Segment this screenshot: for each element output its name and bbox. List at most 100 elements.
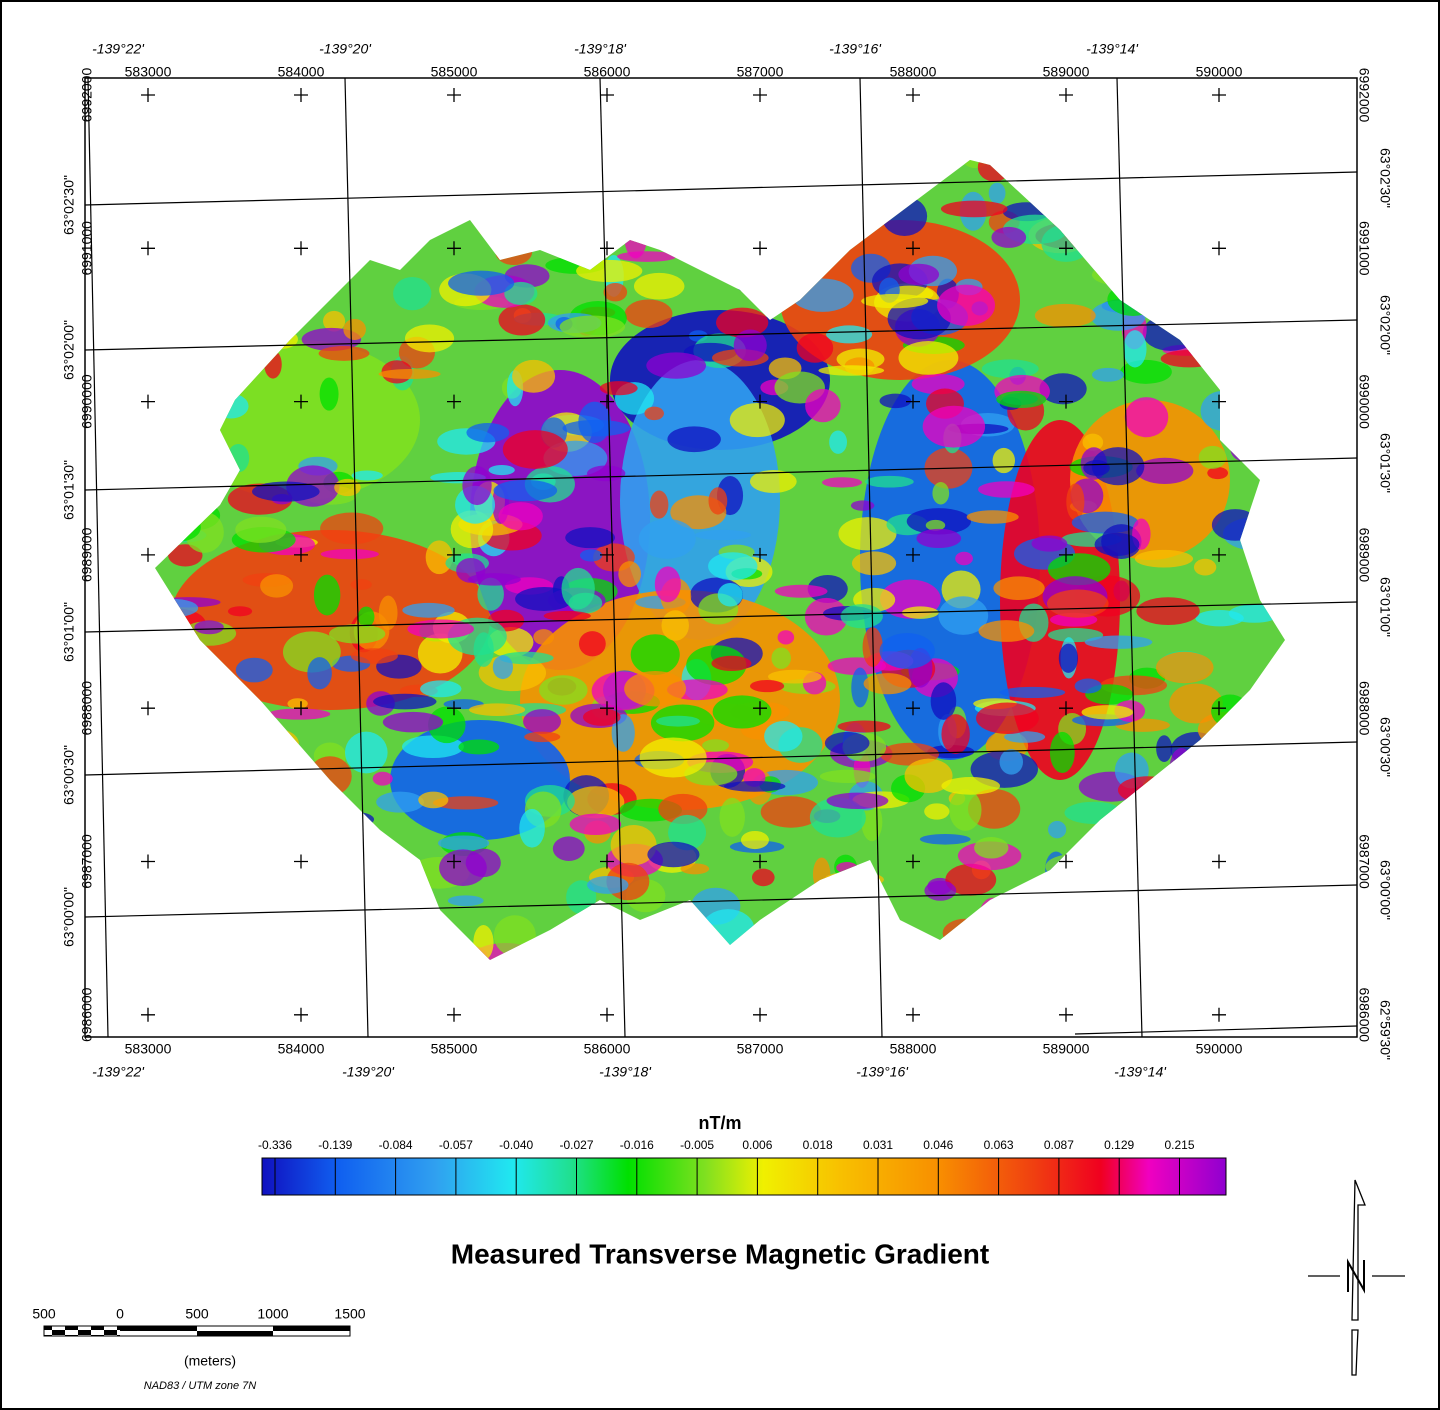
easting-bottom: 585000 — [431, 1041, 478, 1057]
raster-blob — [1156, 735, 1172, 762]
colorbar-label: -0.027 — [559, 1138, 593, 1152]
geo-label-bottom: -139°20' — [342, 1064, 395, 1080]
raster-blob — [646, 352, 706, 378]
easting-bottom: 590000 — [1196, 1041, 1243, 1057]
easting-top: 588000 — [890, 64, 937, 80]
colorbar-label: -0.336 — [258, 1138, 292, 1152]
colorbar-label: 0.006 — [742, 1138, 772, 1152]
raster-blob — [1031, 535, 1067, 551]
raster-blob — [695, 530, 751, 540]
raster-blob — [1092, 447, 1145, 485]
northing-right: 6992000 — [1356, 68, 1372, 123]
raster-blob — [580, 549, 602, 561]
raster-blob — [1000, 749, 1023, 775]
raster-blob — [407, 619, 474, 638]
raster-blob — [373, 772, 393, 786]
raster-blob — [991, 227, 1026, 248]
easting-top: 586000 — [584, 64, 631, 80]
raster-blob — [982, 359, 1039, 378]
raster-blob — [469, 703, 525, 716]
raster-blob — [228, 606, 252, 616]
raster-blob — [708, 487, 727, 514]
easting-top: 589000 — [1043, 64, 1090, 80]
raster-blob — [724, 781, 785, 792]
raster-blob — [402, 603, 454, 618]
raster-blob — [775, 585, 828, 598]
raster-blob — [458, 739, 499, 754]
raster-blob — [561, 568, 594, 610]
raster-blob — [600, 381, 638, 395]
northing-right: 6988000 — [1356, 681, 1372, 736]
raster-blob — [1059, 644, 1078, 673]
raster-blob — [468, 573, 521, 585]
easting-bottom: 588000 — [890, 1041, 937, 1057]
raster-blob — [1035, 304, 1096, 327]
raster-blob — [236, 658, 273, 683]
raster-blob — [1075, 679, 1102, 694]
raster-blob — [1136, 597, 1199, 625]
northing-right: 6991000 — [1356, 221, 1372, 276]
northing-right: 6986000 — [1356, 988, 1372, 1043]
northing-right: 6987000 — [1356, 834, 1372, 889]
raster-blob — [993, 576, 1044, 600]
raster-blob — [634, 273, 684, 300]
raster-blob — [827, 793, 889, 809]
geo-label-top: -139°14' — [1086, 41, 1139, 57]
raster-blob — [719, 798, 744, 837]
raster-blob — [752, 869, 775, 887]
lat-label-right: 62°59'30" — [1377, 1000, 1393, 1060]
raster-blob — [1195, 610, 1243, 626]
raster-blob — [351, 648, 398, 663]
raster-blob — [644, 407, 664, 421]
raster-blob — [941, 777, 1000, 795]
lat-label-left: 63°02'30" — [61, 175, 77, 235]
scale-bar — [44, 1326, 350, 1336]
raster-blob — [1125, 397, 1169, 437]
northing-left: 6990000 — [79, 374, 95, 429]
raster-blob — [603, 283, 627, 301]
raster-blob — [519, 809, 545, 848]
raster-blob — [764, 721, 802, 752]
raster-blob — [741, 831, 769, 849]
raster-blob — [1050, 732, 1075, 773]
raster-blob — [818, 365, 884, 375]
lat-label-left: 63°00'30" — [61, 745, 77, 805]
raster-blob — [978, 481, 1035, 497]
raster-blob — [778, 630, 795, 644]
raster-blob — [462, 466, 491, 505]
raster-blob — [351, 579, 372, 590]
northing-left: 6992000 — [79, 68, 95, 123]
colorbar-unit: nT/m — [699, 1113, 742, 1133]
colorbar-label: -0.016 — [620, 1138, 654, 1152]
easting-top: 585000 — [431, 64, 478, 80]
raster-blob — [553, 836, 585, 861]
raster-blob — [864, 673, 912, 694]
northing-left: 6991000 — [79, 221, 95, 276]
raster-blob — [967, 510, 1019, 523]
raster-blob — [932, 482, 949, 504]
raster-blob — [861, 294, 928, 308]
raster-blob — [865, 476, 914, 488]
raster-blob — [579, 631, 606, 656]
lat-label-right: 63°00'00" — [1377, 860, 1393, 920]
raster-blob — [512, 360, 555, 393]
scale-label: 500 — [185, 1306, 209, 1322]
raster-blob — [194, 620, 223, 634]
geo-label-bottom: -139°18' — [599, 1064, 652, 1080]
raster-blob — [924, 803, 949, 819]
raster-blob — [976, 703, 1039, 734]
northing-left: 6987000 — [79, 834, 95, 889]
colorbar-label: -0.139 — [318, 1138, 352, 1152]
geo-label-bottom: -139°14' — [1114, 1064, 1167, 1080]
raster-blob — [647, 842, 699, 867]
raster-blob — [923, 406, 985, 448]
raster-blob — [1048, 821, 1066, 838]
geo-label-top: -139°22' — [92, 41, 145, 57]
lat-label-right: 63°00'30" — [1377, 717, 1393, 777]
raster-blob — [718, 583, 743, 606]
easting-top: 584000 — [278, 64, 325, 80]
raster-blob — [373, 694, 436, 710]
raster-blob — [941, 201, 1008, 218]
raster-blob — [949, 789, 981, 831]
raster-blob — [702, 739, 729, 751]
